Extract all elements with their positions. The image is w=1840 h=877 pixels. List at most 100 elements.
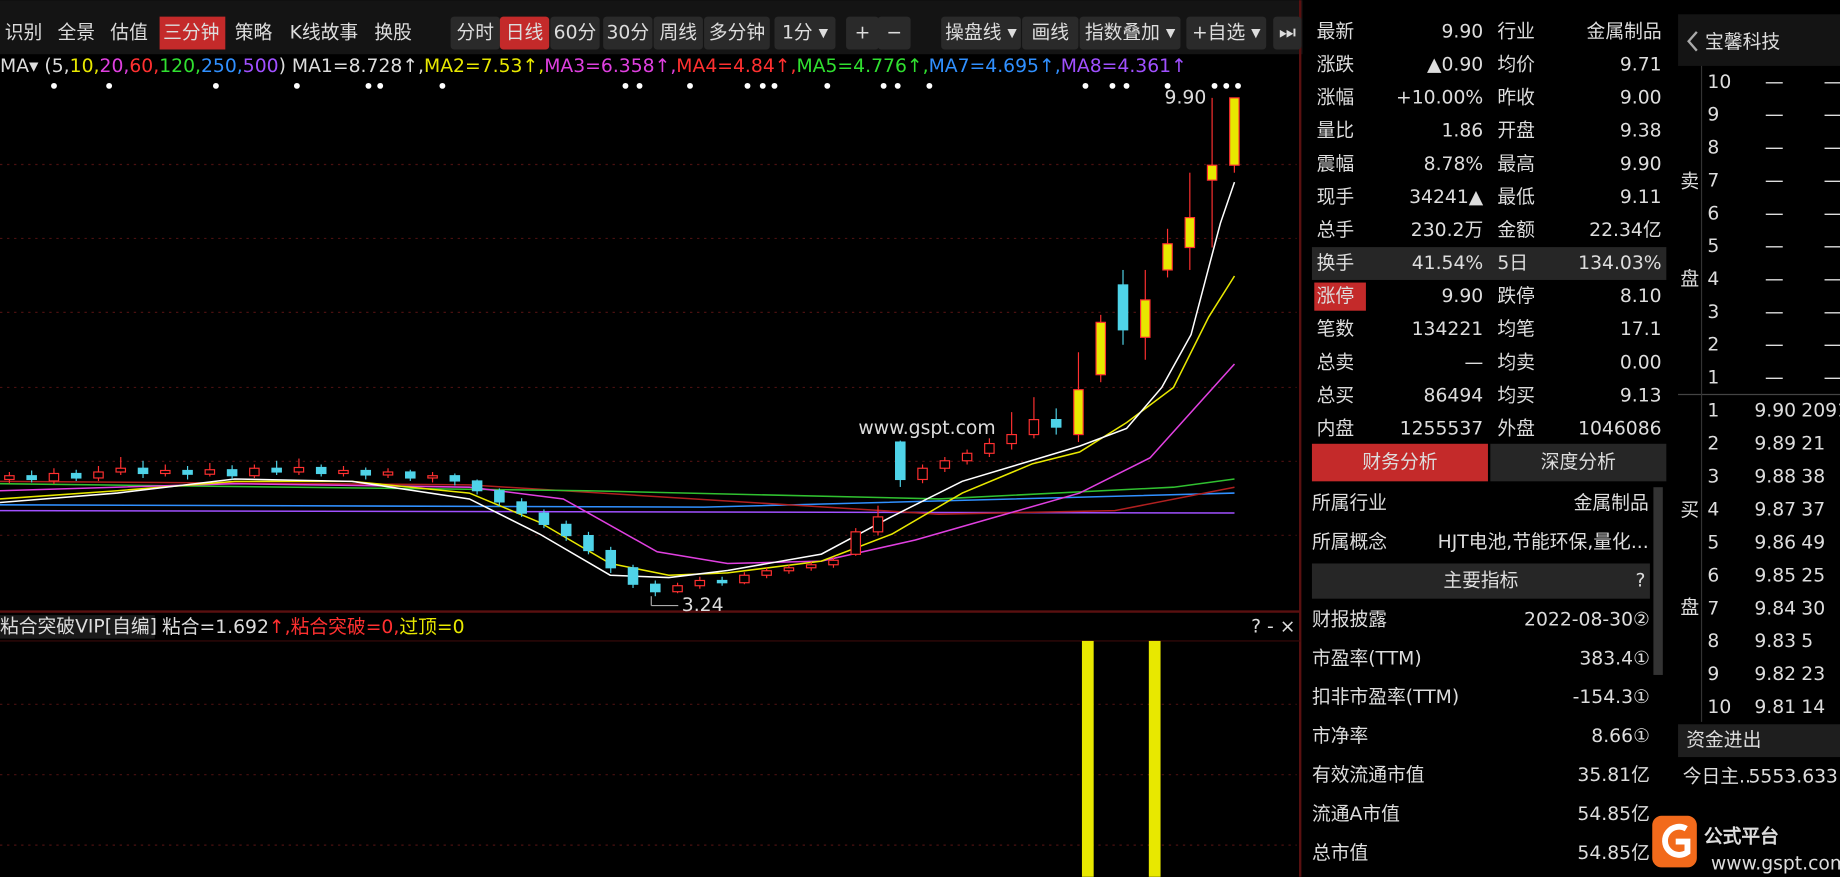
low-price-label: 3.24	[682, 595, 724, 616]
candle-body	[583, 535, 594, 552]
price: 9.83	[1754, 631, 1796, 652]
finance-tab[interactable]: 财务分析	[1362, 451, 1437, 473]
volume: 14	[1801, 697, 1825, 718]
ma-line	[0, 480, 1235, 515]
flow-value: 3	[1826, 767, 1838, 788]
info-value[interactable]: HJT电池,节能环保,量化...	[1438, 531, 1649, 553]
quote-value: 9.90	[1441, 286, 1483, 307]
level: 3	[1707, 466, 1719, 487]
quote-label: 现手	[1317, 186, 1355, 208]
toolbar-button-bg	[846, 16, 879, 50]
toolbar-button[interactable]: 1分 ▾	[782, 22, 829, 44]
candle-body	[360, 469, 372, 476]
toolbar-button[interactable]: 画线	[1031, 22, 1069, 44]
toolbar-button[interactable]: +	[855, 23, 871, 44]
toolbar-tab[interactable]: 换股	[374, 22, 412, 44]
candle-body	[115, 467, 127, 473]
quote-label: 外盘	[1497, 417, 1535, 439]
quote-value: 1255537	[1400, 418, 1484, 439]
candle-body	[315, 466, 327, 475]
info-value[interactable]: 金属制品	[1574, 492, 1649, 514]
toolbar-button-bg	[774, 16, 836, 50]
indicator-legend-item: 粘合=1.692	[162, 615, 269, 637]
section-title: 主要指标	[1443, 570, 1518, 592]
candle-body	[739, 574, 750, 584]
toolbar-button[interactable]: 指数叠加 ▾	[1085, 22, 1176, 44]
quote-value: 86494	[1424, 385, 1484, 406]
volume: 2091	[1801, 400, 1840, 421]
candle-body	[471, 480, 483, 492]
level: 6	[1707, 565, 1719, 586]
toolbar-tab[interactable]: 估值	[110, 22, 148, 44]
flow-header-bg	[1678, 724, 1840, 758]
help-icon[interactable]: ?	[1636, 571, 1646, 592]
quote-label: 量比	[1317, 120, 1355, 142]
quote-value: 1.86	[1441, 121, 1483, 142]
toolbar-button[interactable]: 60分	[554, 22, 597, 44]
price: 9.89	[1754, 433, 1796, 454]
quote-value: 34241▲	[1409, 187, 1484, 208]
quote-value: 金属制品	[1587, 20, 1662, 42]
candle-body	[1140, 299, 1151, 338]
toolbar-tab[interactable]: 策略	[235, 22, 273, 44]
level: 5	[1707, 532, 1719, 553]
indicator-value: 383.4①	[1579, 648, 1650, 669]
quote-label: 总买	[1317, 384, 1355, 406]
quote-label: 均卖	[1497, 351, 1535, 373]
ma-legend-item: 120,	[159, 55, 201, 76]
toolbar-button-bg	[877, 16, 911, 50]
toolbar-tab[interactable]: K线故事	[290, 22, 359, 44]
ma-legend-item: 10,	[70, 55, 100, 76]
price: —	[1765, 72, 1784, 93]
level: 4	[1707, 269, 1719, 290]
tab-bg	[1311, 443, 1488, 482]
toolbar-button[interactable]: ⏭	[1279, 23, 1296, 44]
toolbar-button[interactable]: 30分	[606, 22, 649, 44]
toolbar-button[interactable]: −	[886, 23, 902, 44]
quote-label: 5日	[1497, 253, 1528, 274]
stock-name: 宝馨科技	[1705, 31, 1780, 53]
ma-legend-item: 500	[243, 55, 279, 76]
quote-label: 均买	[1497, 384, 1535, 406]
marker	[759, 82, 766, 89]
candle-body	[694, 579, 706, 587]
toolbar-button[interactable]: 多分钟	[709, 22, 765, 44]
price: —	[1765, 203, 1784, 224]
level: 1	[1707, 400, 1719, 421]
marker	[106, 82, 113, 89]
toolbar-button[interactable]: 日线	[506, 22, 544, 44]
finance-tab[interactable]: 深度分析	[1541, 451, 1616, 473]
toolbar-tab[interactable]: 识别	[5, 22, 43, 44]
volume: —	[1824, 203, 1840, 224]
indicator-name[interactable]: 粘合突破VIP[自编]	[0, 615, 157, 637]
indicator-name-bg	[0, 615, 155, 639]
indicator-label: 市盈率(TTM)	[1312, 647, 1422, 669]
candle-body	[204, 469, 216, 475]
volume: —	[1824, 138, 1840, 159]
quote-label: 总卖	[1317, 351, 1355, 373]
toolbar-button[interactable]: 分时	[456, 22, 494, 44]
candle-body	[1050, 419, 1062, 428]
volume: —	[1824, 72, 1840, 93]
price: —	[1765, 170, 1784, 191]
toolbar-button[interactable]: 周线	[659, 22, 697, 44]
candle-body	[338, 469, 349, 475]
ma-legend-item: 60,	[129, 55, 159, 76]
quote-label: 最高	[1497, 153, 1535, 175]
candle-body	[1117, 284, 1129, 331]
price: 9.82	[1754, 664, 1796, 685]
indicator-label: 流通A市值	[1312, 803, 1400, 825]
toolbar-tab[interactable]: 三分钟	[163, 22, 219, 44]
ma-line	[0, 181, 1236, 579]
indicator-controls[interactable]: ? - ×	[1251, 616, 1295, 637]
signal-bar	[1081, 640, 1094, 877]
quote-value: —	[1464, 352, 1483, 373]
toolbar-button[interactable]: 操盘线 ▾	[945, 22, 1017, 44]
toolbar-tab[interactable]: 全景	[58, 22, 96, 44]
level: 10	[1707, 72, 1731, 93]
quote-value: +10.00%	[1396, 88, 1483, 109]
flow-value: 5553.63	[1748, 767, 1826, 788]
level: 7	[1707, 598, 1719, 619]
toolbar-button[interactable]: +自选 ▾	[1192, 22, 1261, 44]
